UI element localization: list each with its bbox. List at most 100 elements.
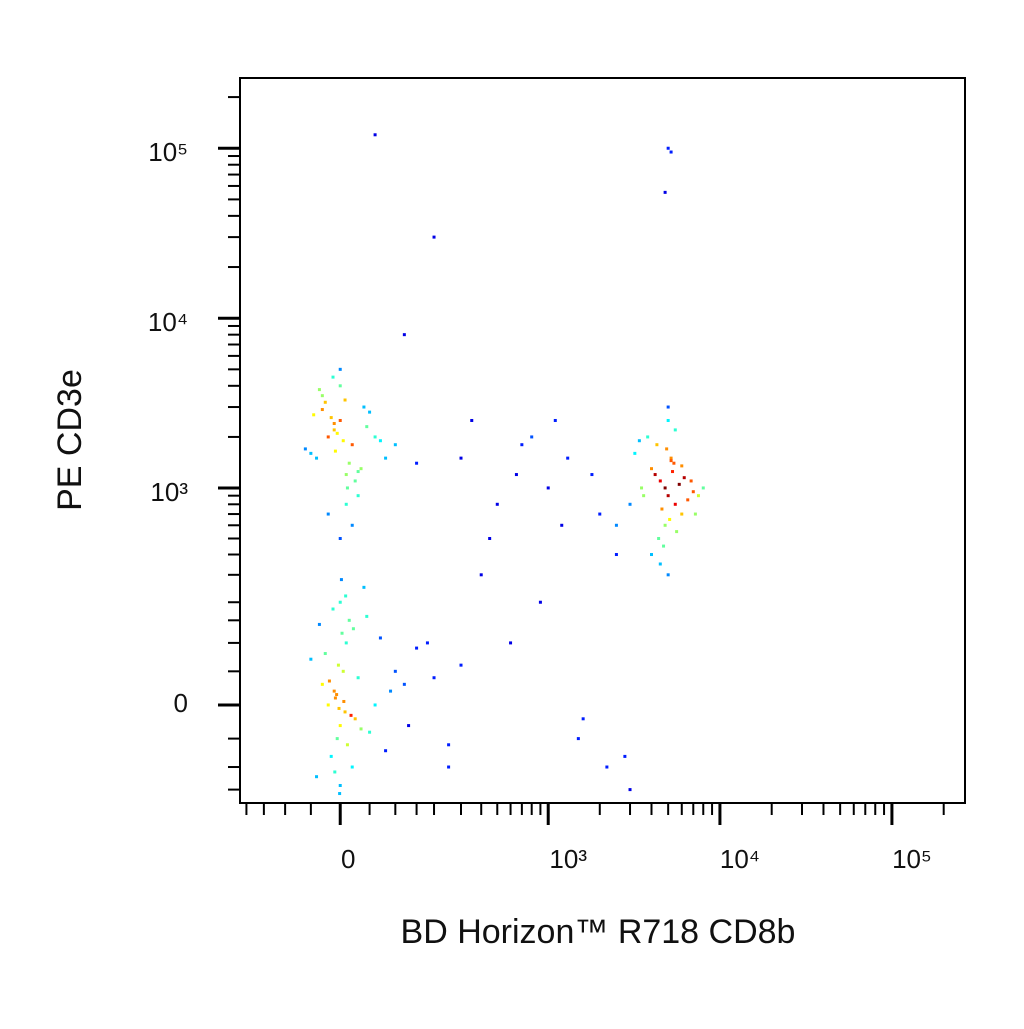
event-dot [329, 416, 333, 420]
event-dot [628, 788, 632, 792]
event-dot [665, 447, 669, 451]
event-dot [317, 388, 321, 392]
plot-frame [239, 77, 966, 804]
event-dot [337, 706, 341, 710]
event-dot [415, 461, 419, 465]
x-tick-label: 10⁴ [720, 844, 760, 874]
event-dot [356, 470, 360, 474]
event-dot [312, 413, 316, 417]
event-dot [693, 512, 697, 516]
event-dot [701, 486, 705, 490]
event-dot [669, 150, 673, 154]
y-tick-label: 0 [174, 688, 188, 718]
event-dot [331, 375, 335, 379]
event-dot [628, 502, 632, 506]
event-dot [479, 573, 483, 577]
event-dot [447, 743, 451, 747]
event-dot [341, 669, 345, 673]
event-dot [686, 498, 690, 502]
x-tick-label: 0 [341, 844, 355, 874]
event-dot [666, 405, 670, 409]
event-dot [459, 663, 463, 667]
event-dot [642, 494, 646, 498]
event-dot [327, 679, 331, 683]
event-dot [605, 765, 609, 769]
event-dot [350, 523, 354, 527]
event-dot [673, 502, 677, 506]
event-dot [344, 473, 348, 477]
event-dot [663, 486, 667, 490]
event-dot [320, 394, 324, 398]
event-dot [373, 133, 377, 137]
event-dot [309, 657, 313, 661]
event-dot [666, 146, 670, 150]
event-dot [329, 754, 333, 758]
event-dot [669, 459, 673, 463]
event-dot [415, 646, 419, 650]
event-dot [326, 703, 330, 707]
event-dot [368, 410, 372, 414]
event-dot [365, 425, 369, 429]
event-dot [344, 502, 348, 506]
event-dot [326, 435, 330, 439]
event-dot [309, 451, 313, 455]
event-dot [546, 486, 550, 490]
event-dot [402, 682, 406, 686]
event-dot [530, 435, 534, 439]
event-dot [331, 607, 335, 611]
event-dot [662, 544, 666, 548]
event-dot [680, 512, 684, 516]
x-axis-title: BD Horizon™ R718 CD8b [401, 913, 796, 951]
y-tick-label: 10³ [150, 477, 188, 507]
event-dot [633, 451, 637, 455]
event-dot [342, 699, 346, 703]
event-dot [432, 676, 436, 680]
event-dot [509, 641, 513, 645]
event-dot [341, 439, 345, 443]
event-dot [669, 456, 673, 460]
event-dot [340, 631, 344, 635]
event-dot [614, 553, 618, 557]
event-dot [407, 724, 411, 728]
event-dot [345, 486, 349, 490]
event-dot [581, 717, 585, 721]
event-dot [373, 435, 377, 439]
event-dot [359, 727, 363, 731]
event-dot [393, 443, 397, 447]
event-dot [495, 502, 499, 506]
event-dot [345, 743, 349, 747]
event-dot [384, 456, 388, 460]
event-dot [359, 467, 363, 471]
event-dot [335, 737, 339, 741]
event-dot [646, 435, 650, 439]
event-dot [362, 405, 366, 409]
event-dot [637, 439, 641, 443]
event-dot [343, 710, 347, 714]
event-dot [691, 490, 695, 494]
event-dot [650, 553, 654, 557]
event-dot [317, 622, 321, 626]
event-dot [338, 783, 342, 787]
event-dot [384, 749, 388, 753]
event-dot [368, 730, 372, 734]
event-dot [338, 600, 342, 604]
event-dot [666, 573, 670, 577]
event-dot [680, 464, 684, 468]
event-dot [349, 713, 353, 717]
event-dot [338, 536, 342, 540]
event-dot [335, 693, 339, 697]
event-dot [470, 418, 474, 422]
event-dot [356, 494, 360, 498]
event-dot [666, 494, 670, 498]
event-dot [338, 418, 342, 422]
event-dot [338, 367, 342, 371]
event-dot [658, 479, 662, 483]
event-dot [598, 512, 602, 516]
event-dot [663, 190, 667, 194]
event-dot [538, 600, 542, 604]
event-dot [677, 482, 681, 486]
event-dot [347, 461, 351, 465]
event-dot [373, 703, 377, 707]
event-dot [351, 627, 355, 631]
event-dot [335, 431, 339, 435]
